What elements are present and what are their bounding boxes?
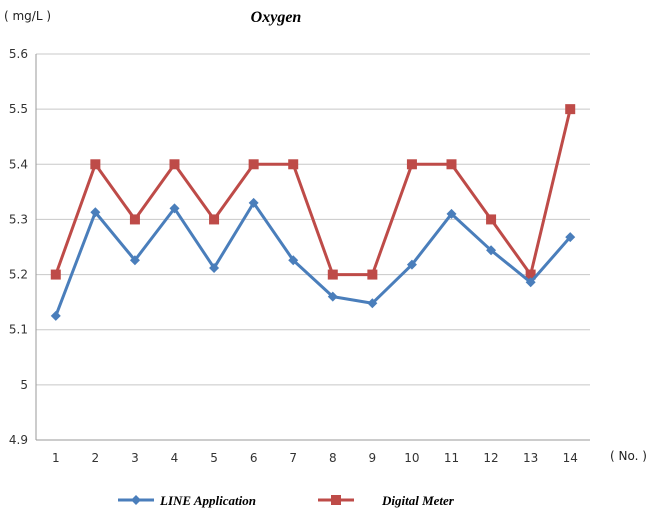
legend-swatch-marker xyxy=(131,495,141,505)
y-tick-label: 4.9 xyxy=(9,433,28,447)
legend: LINE Application Digital Meter xyxy=(118,493,455,508)
x-tick-label: 10 xyxy=(404,451,419,465)
legend-label: Digital Meter xyxy=(381,493,455,508)
series-line-digital-meter xyxy=(54,108,572,277)
x-tick-label: 11 xyxy=(444,451,459,465)
legend-item-line-application: LINE Application xyxy=(118,493,256,508)
x-tick-label: 3 xyxy=(131,451,139,465)
data-point-line-application xyxy=(327,291,338,302)
data-point-digital-meter xyxy=(248,159,259,170)
x-tick-label: 12 xyxy=(483,451,498,465)
y-tick-label: 5 xyxy=(20,378,28,392)
legend-label: LINE Application xyxy=(159,493,256,508)
data-point-digital-meter xyxy=(129,214,140,225)
data-point-digital-meter xyxy=(486,214,497,225)
data-point-line-application xyxy=(406,259,417,270)
series-digital-meter xyxy=(50,104,576,280)
y-tick-label: 5.5 xyxy=(9,102,28,116)
x-tick-label: 2 xyxy=(92,451,100,465)
series-line-line-application xyxy=(54,201,572,317)
x-tick-label: 13 xyxy=(523,451,538,465)
y-tick-label: 5.6 xyxy=(9,47,28,61)
data-point-line-application xyxy=(129,255,140,266)
x-tick-labels: 1 2 3 4 5 6 7 8 9 10 11 12 13 14 xyxy=(52,451,578,465)
series-layer xyxy=(50,104,576,321)
x-axis-unit-label: ( No. ) xyxy=(610,449,647,463)
data-point-digital-meter xyxy=(169,159,180,170)
data-point-line-application xyxy=(288,255,299,266)
x-tick-label: 7 xyxy=(289,451,297,465)
y-tick-label: 5.1 xyxy=(9,323,28,337)
chart-title: Oxygen xyxy=(251,9,302,26)
x-tick-label: 5 xyxy=(210,451,218,465)
data-point-line-application xyxy=(446,208,457,219)
data-point-digital-meter xyxy=(367,269,378,280)
x-tick-label: 6 xyxy=(250,451,258,465)
data-point-line-application xyxy=(90,207,101,218)
x-tick-label: 1 xyxy=(52,451,60,465)
series-line-application xyxy=(50,197,576,321)
grid-lines xyxy=(35,53,590,441)
data-point-digital-meter xyxy=(50,269,61,280)
data-point-digital-meter xyxy=(327,269,338,280)
x-tick-label: 14 xyxy=(563,451,578,465)
y-tick-label: 5.3 xyxy=(9,212,28,226)
data-point-digital-meter xyxy=(288,159,299,170)
data-point-line-application xyxy=(525,277,536,288)
data-point-line-application xyxy=(367,298,378,309)
data-point-digital-meter xyxy=(525,269,536,280)
y-tick-label: 5.4 xyxy=(9,157,28,171)
legend-item-digital-meter: Digital Meter xyxy=(318,493,455,508)
x-tick-label: 8 xyxy=(329,451,337,465)
data-point-digital-meter xyxy=(406,159,417,170)
x-tick-label: 4 xyxy=(171,451,179,465)
data-point-line-application xyxy=(169,203,180,214)
y-tick-label: 5.2 xyxy=(9,268,28,282)
data-point-line-application xyxy=(565,232,576,243)
data-point-line-application xyxy=(50,310,61,321)
x-tick-label: 9 xyxy=(369,451,377,465)
data-point-digital-meter xyxy=(90,159,101,170)
data-point-line-application xyxy=(248,197,259,208)
data-point-line-application xyxy=(209,262,220,273)
y-axis-unit-label: ( mg/L ) xyxy=(4,9,51,23)
data-point-digital-meter xyxy=(446,159,457,170)
data-point-digital-meter xyxy=(209,214,220,225)
y-tick-labels: 4.9 5 5.1 5.2 5.3 5.4 5.5 5.6 xyxy=(9,47,28,447)
data-point-line-application xyxy=(486,245,497,256)
data-point-digital-meter xyxy=(565,104,576,115)
legend-swatch-marker xyxy=(331,495,341,505)
